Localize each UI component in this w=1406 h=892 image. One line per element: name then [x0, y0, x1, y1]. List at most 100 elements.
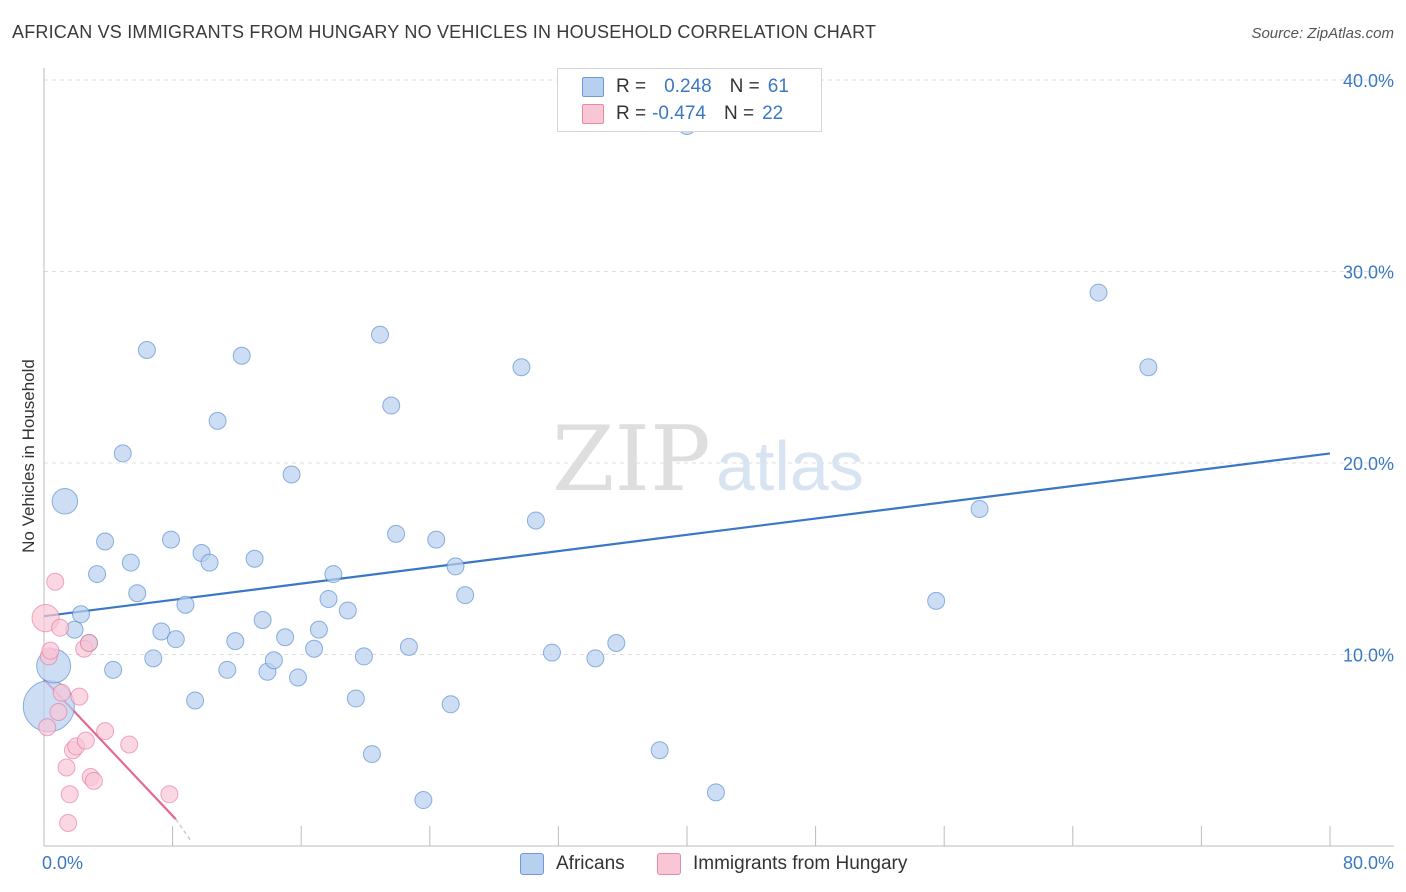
point-africans [121, 553, 140, 572]
point-hungary [41, 641, 60, 660]
point-africans [305, 639, 324, 658]
point-africans [161, 530, 180, 549]
legend-r-label: R = [616, 103, 647, 124]
point-africans [354, 647, 373, 666]
point-hungary [80, 634, 99, 653]
point-africans [456, 586, 475, 605]
bottom-legend-swatch-hungary [657, 853, 681, 875]
point-africans [706, 783, 725, 802]
legend-r-value-africans: 0.248 [664, 76, 712, 97]
legend-row-hungary: R = -0.474 N = 22 [582, 101, 783, 127]
point-africans [319, 589, 338, 608]
point-africans [152, 622, 171, 641]
point-africans [427, 530, 446, 549]
legend-r-label: R = [616, 76, 647, 97]
x-tick-labels: 0.0% 80.0% [42, 853, 1394, 873]
bottom-legend-africans: Africans [520, 852, 625, 876]
point-africans [264, 651, 283, 670]
point-hungary [51, 618, 70, 637]
bottom-legend-hungary: Immigrants from Hungary [657, 852, 907, 876]
point-africans [71, 605, 90, 624]
y-tick-label: 40.0% [1343, 71, 1394, 91]
y-tick-label: 10.0% [1343, 646, 1394, 666]
point-africans [1139, 358, 1158, 377]
point-africans [399, 637, 418, 656]
legend-swatch-africans [582, 77, 604, 97]
point-africans [200, 553, 219, 572]
point-africans [309, 620, 328, 639]
point-hungary [49, 702, 68, 721]
chart-title: AFRICAN VS IMMIGRANTS FROM HUNGARY NO VE… [12, 22, 877, 42]
axes [43, 68, 1394, 847]
point-africans [276, 628, 295, 647]
grid-lines [44, 79, 1394, 655]
source-label: Source: ZipAtlas.com [1251, 25, 1394, 42]
x-tick-label: 80.0% [1343, 853, 1394, 873]
point-hungary [38, 718, 57, 737]
point-africans [245, 549, 264, 568]
legend-n-value-africans: 61 [767, 76, 789, 97]
point-africans [166, 630, 185, 649]
y-axis-label: No Vehicles in Household [19, 359, 38, 553]
point-africans [414, 791, 433, 810]
data-points [22, 116, 1158, 833]
point-africans [346, 689, 365, 708]
point-africans [232, 346, 251, 365]
point-africans [512, 358, 531, 377]
point-africans [113, 444, 132, 463]
point-hungary [120, 735, 139, 754]
point-africans [382, 396, 401, 415]
point-africans [208, 411, 227, 430]
point-africans [370, 325, 389, 344]
watermark-zip: ZIP [552, 407, 711, 512]
point-africans [970, 499, 989, 518]
point-africans [253, 611, 272, 630]
point-africans [288, 668, 307, 687]
point-hungary [52, 683, 71, 702]
point-africans [186, 691, 205, 710]
point-hungary [57, 758, 76, 777]
trend-extension-hungary [175, 818, 193, 843]
point-hungary [76, 731, 95, 750]
point-africans [51, 488, 79, 515]
point-africans [137, 341, 156, 360]
point-hungary [160, 785, 179, 804]
point-africans [650, 741, 669, 760]
bottom-legend-label-africans: Africans [556, 853, 625, 874]
point-africans [282, 465, 301, 484]
legend-row-africans: R = 0.248 N = 61 [582, 74, 789, 100]
point-hungary [60, 785, 79, 804]
y-tick-labels: 10.0% 20.0% 30.0% 40.0% [1343, 71, 1394, 666]
point-hungary [46, 572, 65, 591]
legend-n-label: N = [723, 103, 755, 124]
point-africans [324, 565, 343, 584]
point-africans [526, 511, 545, 530]
x-tick-label: 0.0% [42, 853, 83, 873]
point-africans [362, 745, 381, 764]
legend-n-label: N = [729, 76, 760, 97]
bottom-legend-label-hungary: Immigrants from Hungary [693, 853, 908, 874]
correlation-legend: R = 0.248 N = 61 R = -0.474 N = 22 [557, 68, 822, 132]
legend-n-value-hungary: 22 [762, 103, 784, 124]
point-africans [446, 557, 465, 576]
point-africans [387, 524, 406, 543]
point-africans [1089, 283, 1108, 302]
point-africans [218, 660, 237, 679]
point-africans [607, 634, 626, 653]
bottom-legend-swatch-africans [520, 853, 544, 875]
point-africans [88, 565, 107, 584]
point-hungary [70, 687, 89, 706]
point-africans [144, 649, 163, 668]
point-africans [542, 643, 561, 662]
watermark-atlas: atlas [716, 427, 864, 505]
point-africans [176, 595, 195, 614]
point-africans [104, 660, 123, 679]
y-tick-label: 20.0% [1343, 454, 1394, 474]
point-hungary [84, 771, 103, 790]
trend-line-africans [43, 452, 1331, 618]
point-africans [338, 601, 357, 620]
legend-r-value-hungary: -0.474 [652, 103, 706, 124]
point-africans [96, 532, 115, 551]
point-africans [441, 695, 460, 714]
